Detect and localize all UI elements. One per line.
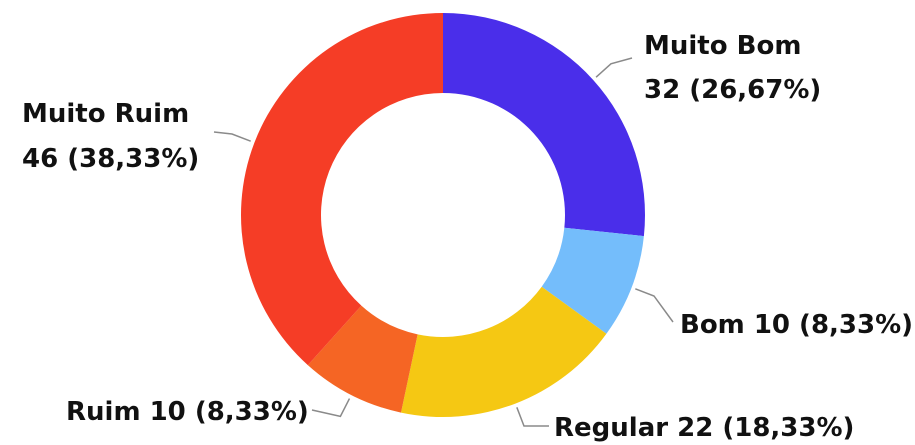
leader-muito-bom (595, 57, 633, 78)
leader-ruim (311, 398, 351, 418)
label-ruim: Ruim 10 (8,33%) (66, 397, 309, 427)
slice-ruim (307, 305, 418, 413)
slice-bom (541, 227, 644, 334)
label-muito-ruim-value: 46 (38,33%) (22, 144, 199, 174)
label-muito-bom-name: Muito Bom (644, 31, 801, 61)
label-bom: Bom 10 (8,33%) (680, 310, 913, 340)
leader-lines (213, 57, 674, 427)
slice-regular (401, 286, 607, 417)
leader-muito-ruim (213, 131, 251, 142)
label-muito-ruim-name: Muito Ruim (22, 99, 189, 129)
leader-bom (635, 288, 674, 323)
label-muito-bom-value: 32 (26,67%) (644, 75, 821, 105)
leader-regular (516, 407, 550, 427)
slice-muito-ruim (241, 13, 443, 366)
slice-muito-bom (443, 13, 645, 237)
label-regular: Regular 22 (18,33%) (554, 413, 854, 443)
donut-slices (241, 13, 645, 417)
